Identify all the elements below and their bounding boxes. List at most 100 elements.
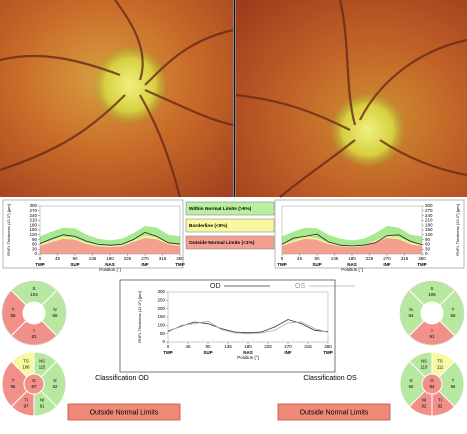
y-tick-label: 100: [157, 323, 165, 328]
sector-value: 97: [24, 404, 29, 409]
x-region-label: INF: [141, 262, 149, 267]
sector-value: 60: [409, 384, 414, 389]
sector-label: T: [12, 307, 15, 312]
sector-value: 56: [450, 313, 456, 318]
y-tick-label: 120: [425, 232, 433, 237]
legend-label: OD: [210, 283, 221, 290]
y-tick-label: 250: [157, 298, 165, 303]
y-tick-label: 300: [29, 203, 37, 208]
x-region-label: NAS: [243, 350, 253, 355]
sector-label: TI: [438, 398, 442, 403]
y-axis-label: RNFL Thickness (12.0°) [µm]: [6, 204, 11, 255]
x-tick-label: 270: [383, 256, 391, 261]
classification-od: Classification OD Outside Normal Limits: [67, 375, 181, 421]
legend-box: [185, 201, 275, 216]
normal-band: [40, 226, 180, 246]
x-region-label: INF: [284, 350, 292, 355]
x-tick-label: 45: [297, 256, 303, 261]
x-axis-label: Position [°]: [237, 355, 259, 360]
x-tick-label: 180: [106, 256, 114, 261]
x-tick-label: 180: [244, 344, 252, 349]
sector-center: [23, 373, 45, 395]
sector-value: 91: [40, 404, 45, 409]
x-tick-label: 135: [89, 256, 97, 261]
legend-label: Outside Normal Limits (<1%): [189, 240, 255, 246]
y-tick-label: 150: [425, 227, 433, 232]
x-tick-label: 90: [72, 256, 78, 261]
y-tick-label: 0: [34, 251, 37, 256]
sector-label: T: [452, 378, 455, 383]
sector-value: 104: [30, 292, 38, 297]
sector-label: G: [32, 378, 36, 383]
x-tick-label: 360: [324, 344, 332, 349]
fundus-os: [235, 0, 467, 198]
y-tick-label: 90: [32, 237, 38, 242]
sector-value: 106: [22, 365, 30, 370]
y-tick-label: 180: [425, 222, 433, 227]
x-region-label: NAS: [105, 262, 115, 267]
fundus-od: [0, 0, 234, 198]
sector-value: 87: [31, 384, 37, 389]
x-region-label: TMP: [417, 262, 427, 267]
x-tick-label: 135: [331, 256, 339, 261]
x-tick-label: 45: [185, 344, 191, 349]
x-region-label: TMP: [277, 262, 287, 267]
sector-label: I: [431, 328, 432, 333]
sector-value: 84: [429, 384, 435, 389]
sector-label: TS: [23, 359, 29, 364]
y-tick-label: 30: [32, 246, 38, 251]
thickness-line: [167, 320, 329, 335]
legend-box: [185, 235, 275, 250]
x-tick-label: 135: [224, 344, 232, 349]
thickness-line: [281, 233, 423, 247]
y-tick-label: 300: [157, 289, 165, 294]
y-axis-label: RNFL Thickness (12.0°) [µm]: [455, 204, 460, 255]
sector-label: NS: [421, 359, 427, 364]
x-axis-label: Position [°]: [341, 267, 363, 272]
sector-label: N: [53, 378, 56, 383]
x-tick-label: 360: [418, 256, 426, 261]
y-tick-label: 0: [162, 339, 165, 344]
sector-value: 56: [451, 384, 456, 389]
y-tick-label: 300: [425, 203, 433, 208]
outside-band: [282, 238, 422, 254]
x-tick-label: 225: [264, 344, 272, 349]
classification-result: Outside Normal Limits: [300, 409, 369, 416]
y-tick-label: 270: [29, 208, 37, 213]
sector-value: 55: [11, 384, 16, 389]
y-tick-label: 240: [425, 213, 433, 218]
x-region-label: SUP: [203, 350, 212, 355]
od-frame: [2, 199, 184, 269]
sector-label: NI: [40, 398, 44, 403]
x-tick-label: 90: [205, 344, 211, 349]
x-tick-label: 90: [314, 256, 320, 261]
legend: Within Normal Limits (>5%) Borderline (<5…: [185, 201, 275, 250]
y-tick-label: 120: [29, 232, 37, 237]
classification-title: Classification OD: [95, 375, 149, 382]
sector-label: T: [12, 378, 15, 383]
x-tick-label: 270: [141, 256, 149, 261]
x-tick-label: 225: [366, 256, 374, 261]
y-tick-label: 0: [425, 251, 428, 256]
y-axis-label: RNFL Thickness (12.0°) [µm]: [137, 291, 142, 342]
classification-result: Outside Normal Limits: [90, 409, 159, 416]
sector-value: 92: [438, 404, 443, 409]
y-tick-label: 90: [425, 237, 431, 242]
x-tick-label: 315: [401, 256, 409, 261]
sector-label: TI: [24, 398, 28, 403]
os-frame: [274, 199, 465, 269]
y-tick-label: 150: [157, 314, 165, 319]
sector-value: 64: [408, 313, 414, 318]
sector-value: 110: [421, 365, 428, 370]
sector-value: 55: [10, 313, 16, 318]
x-region-label: TMP: [163, 350, 173, 355]
y-tick-label: 180: [29, 222, 37, 227]
x-region-label: TMP: [323, 350, 333, 355]
sector-label: T: [452, 307, 455, 312]
x-tick-label: 315: [159, 256, 167, 261]
sector-label: G: [430, 378, 434, 383]
x-tick-label: 0: [167, 344, 170, 349]
x-tick-label: 45: [55, 256, 61, 261]
